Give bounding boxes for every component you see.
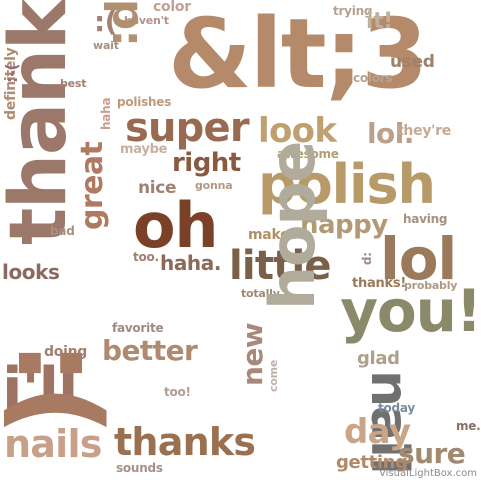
word-right-22: right — [172, 148, 241, 178]
word-lt3-0: &lt;3 — [168, 0, 428, 110]
word-haha-34: haha. — [160, 251, 222, 275]
word-wait-7: wait — [93, 39, 119, 52]
word-trying-5: trying — [333, 4, 373, 18]
word-awesome-21: awesome — [277, 147, 339, 161]
word-sounds-60: sounds — [116, 461, 163, 475]
word-today-53: today — [378, 401, 415, 415]
word-thanks-38: thanks! — [352, 276, 406, 291]
watermark: VisualLightBox.com — [379, 468, 477, 479]
word-new-50: new — [236, 322, 269, 386]
word-maybe-20: maybe — [120, 142, 168, 157]
word-better-45: better — [102, 334, 198, 367]
word-used-9: used — [390, 52, 435, 72]
word-hope-42: hope — [256, 141, 329, 310]
word-gonna-25: gonna — [195, 179, 233, 192]
word-oh-27: oh — [133, 189, 219, 262]
word-favorite-43: favorite — [112, 321, 164, 335]
word-nice-24: nice — [138, 178, 177, 198]
word-ill-48: i'll — [2, 355, 78, 425]
word-glad-47: glad — [357, 348, 400, 369]
word-it-6: it! — [366, 9, 393, 34]
word-havent-4: haven't — [124, 14, 169, 27]
word-happy-28: happy — [300, 210, 388, 240]
word-look-17: look — [258, 111, 337, 151]
word-nails-56: nails — [4, 422, 102, 466]
word-sure-59: sure — [398, 437, 466, 470]
word-too-33: too. — [133, 250, 159, 264]
word-day-54: day — [344, 412, 411, 452]
word-having-29: having — [403, 212, 448, 226]
word-d-8: :d — [97, 0, 148, 48]
word-polishes-14: polishes — [117, 95, 172, 109]
word-little-35: little — [229, 243, 332, 289]
word-emoticon-49: :( — [0, 340, 125, 434]
word-definitely-12: definitely — [3, 47, 19, 120]
word-emoticon-13: :-( — [2, 63, 21, 83]
word-lol-18: lol. — [367, 117, 414, 150]
word-me-55: me. — [456, 419, 481, 433]
word-makes-31: makes — [248, 227, 298, 243]
word-lol-30: lol — [380, 225, 457, 293]
word-probably-39: probably — [404, 279, 458, 292]
word-great-26: great — [75, 141, 110, 230]
word-bad-32: bad — [50, 224, 75, 238]
word-haha-15: haha — [99, 97, 113, 130]
word-polish-23: polish — [258, 153, 436, 216]
word-thanks-57: thanks — [114, 420, 256, 464]
word-emoticon-2: :( — [94, 5, 117, 38]
word-too-52: too! — [164, 385, 191, 399]
word-p-36: :p — [361, 252, 375, 265]
word-thank-1: thank — [0, 0, 84, 246]
word-best-11: best — [60, 77, 87, 90]
word-you-41: you! — [340, 277, 481, 345]
word-super-16: super — [125, 105, 250, 151]
word-come-51: come — [267, 359, 280, 392]
word-getting-58: getting — [336, 452, 408, 473]
word-theyre-19: they're — [397, 123, 452, 139]
word-totally-40: totally — [241, 287, 280, 300]
word-colors-10: colors — [353, 71, 393, 85]
word-looks-37: looks — [2, 260, 60, 284]
word-color-3: color — [153, 0, 191, 15]
word-doing-44: doing — [44, 344, 88, 360]
